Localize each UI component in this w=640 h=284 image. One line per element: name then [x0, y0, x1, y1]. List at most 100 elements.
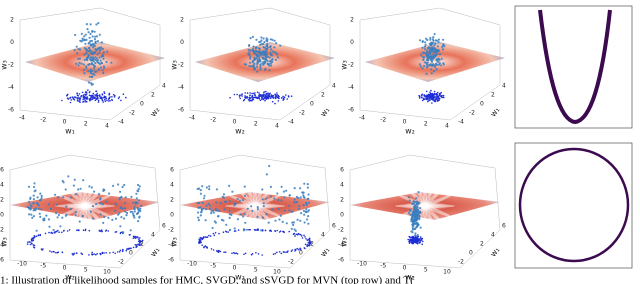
sample-point: [120, 216, 123, 219]
sample-point: [270, 48, 273, 51]
sample-point: [265, 55, 268, 58]
sample-point: [75, 45, 78, 48]
axis-box: [179, 154, 241, 171]
projection-point: [231, 252, 233, 254]
projection-point: [212, 232, 215, 235]
projection-point: [421, 237, 424, 240]
projection-point: [436, 95, 438, 98]
x-tick-label: 0: [63, 119, 67, 126]
projection-point: [261, 230, 264, 232]
sample-point: [219, 202, 222, 205]
sample-point: [247, 48, 250, 52]
axis-box: [289, 229, 331, 269]
sample-point: [207, 202, 210, 205]
sample-point: [228, 228, 232, 231]
projection-point: [73, 96, 76, 98]
sample-point: [421, 51, 424, 54]
projection-point: [61, 231, 63, 234]
sample-point: [255, 54, 258, 57]
projection-point: [420, 237, 422, 240]
sample-point: [39, 215, 42, 218]
sample-point: [32, 185, 36, 189]
projection-point: [114, 252, 116, 255]
sample-point: [196, 202, 199, 205]
projection-point: [119, 232, 122, 235]
sample-point: [259, 66, 262, 69]
sample-point: [93, 190, 96, 193]
projection-point: [206, 246, 208, 249]
sample-point: [107, 192, 111, 195]
projection-point: [421, 93, 424, 96]
sample-point: [438, 59, 441, 62]
axis-box: [9, 259, 121, 269]
projection-point: [416, 236, 418, 239]
projection-point: [78, 98, 81, 100]
z-tick-label: -2: [348, 62, 354, 69]
projection-point: [249, 92, 251, 94]
projection-point: [272, 94, 275, 97]
projection-point: [134, 237, 137, 239]
sample-point: [268, 69, 271, 72]
projection-point: [73, 253, 75, 256]
projection-point: [50, 251, 53, 253]
sample-point: [268, 56, 271, 59]
projection-point: [301, 237, 304, 239]
projection-point: [37, 234, 40, 237]
projection-point: [66, 230, 69, 232]
sample-point: [55, 212, 58, 215]
x-tick-label: -2: [210, 117, 216, 124]
sample-point: [132, 212, 135, 215]
sample-point: [439, 53, 442, 56]
y-tick-label: 4: [321, 232, 325, 239]
sample-point: [435, 59, 438, 62]
surface: [365, 42, 505, 82]
sample-point: [279, 44, 282, 47]
projection-point: [72, 96, 74, 99]
projection-point: [101, 99, 104, 102]
projection-point: [422, 240, 424, 243]
projection-point: [410, 236, 413, 239]
sample-point: [87, 70, 90, 73]
projection-point: [96, 253, 98, 255]
axis-box: [69, 154, 156, 169]
sample-point: [249, 57, 252, 60]
sample-point: [73, 178, 76, 181]
sample-point: [94, 42, 97, 45]
projection-point: [32, 244, 35, 246]
projection-point: [407, 238, 410, 241]
sample-point: [55, 203, 59, 206]
projection-point: [55, 251, 57, 254]
projection-point: [223, 251, 225, 253]
projection-point: [109, 96, 111, 98]
sample-point: [94, 50, 97, 54]
sample-point: [266, 43, 269, 46]
sample-point: [411, 231, 414, 234]
y-tick-label: 2: [321, 92, 325, 99]
sample-point: [437, 38, 440, 41]
sample-point: [203, 194, 206, 197]
sample-point: [285, 222, 288, 225]
sample-point: [265, 37, 268, 40]
projection-point: [128, 247, 131, 250]
sample-point: [434, 65, 437, 68]
sample-point: [137, 199, 141, 202]
projection-point: [27, 241, 29, 243]
projection-point: [111, 96, 113, 98]
sample-point: [98, 46, 101, 49]
sample-point: [426, 55, 429, 58]
sample-point: [89, 23, 92, 26]
sample-point: [84, 42, 87, 45]
projection-point: [428, 96, 431, 98]
sample-point: [437, 41, 440, 44]
sample-point: [252, 67, 256, 70]
projection-point: [250, 97, 252, 99]
sample-point: [251, 61, 254, 64]
sample-point: [133, 210, 136, 213]
sample-point: [435, 63, 438, 66]
sample-point: [256, 208, 259, 211]
z-tick-label: -6: [348, 107, 354, 114]
y-tick-label: 0: [299, 250, 303, 257]
sample-point: [250, 65, 253, 68]
projection-point: [258, 97, 261, 100]
sample-point: [419, 226, 422, 229]
